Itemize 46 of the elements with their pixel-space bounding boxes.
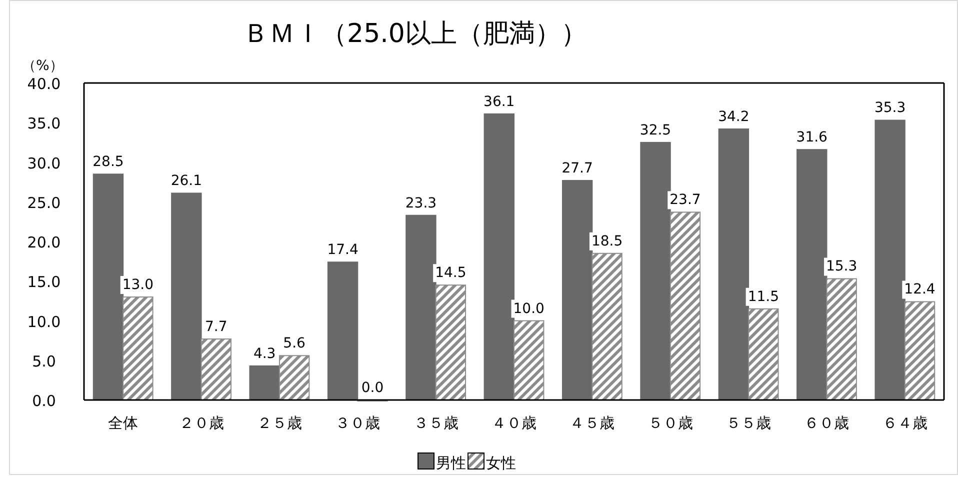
data-label: 4.3 xyxy=(253,346,276,362)
y-axis-title: （%） xyxy=(22,58,64,74)
legend-label: 女性 xyxy=(486,454,516,472)
y-tick-label: 5.0 xyxy=(32,352,56,370)
y-tick-label: 25.0 xyxy=(27,194,61,212)
x-tick-label: ５５歳 xyxy=(726,414,772,432)
data-label: 26.1 xyxy=(170,173,202,190)
x-tick-label: ３５歳 xyxy=(413,414,458,432)
data-label: 23.3 xyxy=(405,195,437,212)
x-tick-label: ６０歳 xyxy=(804,414,850,432)
y-tick-label: 40.0 xyxy=(27,75,61,93)
y-tick-label: 30.0 xyxy=(27,154,61,172)
data-label: 5.6 xyxy=(283,336,306,352)
data-label: 23.7 xyxy=(670,192,701,208)
data-label: 14.5 xyxy=(435,265,466,282)
data-label: 10.0 xyxy=(513,300,544,317)
data-label: 35.3 xyxy=(874,100,906,116)
data-label: 11.5 xyxy=(748,288,779,305)
y-tick-label: 0.0 xyxy=(32,392,56,410)
x-tick-label: ５０歳 xyxy=(648,414,693,432)
data-label: 17.4 xyxy=(327,242,358,258)
data-label: 12.4 xyxy=(904,282,936,298)
x-tick-label: ４５歳 xyxy=(570,414,615,432)
x-tick-label: ３０歳 xyxy=(335,414,380,432)
y-tick-label: 20.0 xyxy=(27,234,61,252)
x-tick-label: ２０歳 xyxy=(178,414,224,432)
data-label: 0.0 xyxy=(361,380,384,396)
chart-title: ＢＭＩ（25.0以上（肥満）） xyxy=(243,19,587,49)
data-label: 34.2 xyxy=(718,108,750,125)
x-tick-label: ２５歳 xyxy=(256,414,302,432)
data-label: 13.0 xyxy=(122,276,154,293)
legend-label: 男性 xyxy=(436,454,466,472)
data-label: 27.7 xyxy=(562,160,593,176)
data-label: 28.5 xyxy=(92,154,124,170)
x-tick-label: ６４歳 xyxy=(882,414,928,432)
y-tick-label: 10.0 xyxy=(27,312,61,331)
x-tick-label: 全体 xyxy=(108,414,138,432)
y-tick-label: 35.0 xyxy=(27,114,61,133)
data-label: 32.5 xyxy=(640,122,672,138)
data-label: 18.5 xyxy=(591,233,623,250)
data-label: 15.3 xyxy=(826,258,858,275)
data-label: 36.1 xyxy=(484,94,515,110)
data-label: 7.7 xyxy=(204,318,228,335)
y-tick-label: 15.0 xyxy=(27,273,61,292)
data-label: 31.6 xyxy=(796,130,828,146)
x-tick-label: ４０歳 xyxy=(492,414,536,432)
